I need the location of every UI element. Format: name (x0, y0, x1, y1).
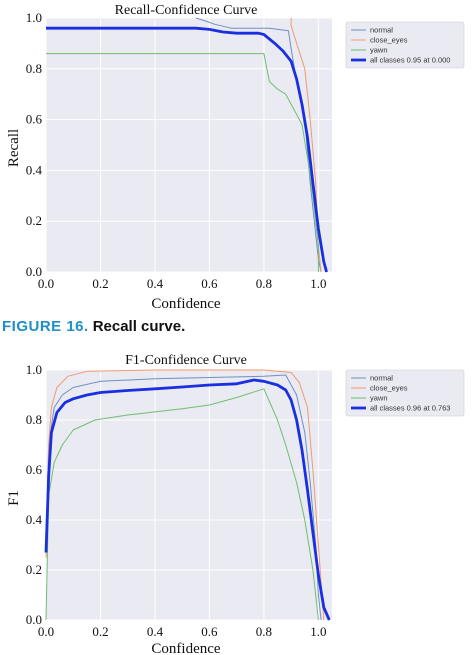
x-tick-label: 1.0 (310, 276, 326, 291)
y-tick-label: 0.2 (26, 562, 42, 577)
legend-box (345, 21, 465, 69)
legend-entry: close_eyes (370, 36, 408, 45)
series-line-close-eyes (45, 369, 325, 621)
x-tick-label: 0.8 (256, 276, 272, 291)
series-line-yawn (45, 388, 319, 621)
figure-caption: FIGURE 16. Recall curve. (2, 318, 472, 340)
y-tick-label: 0.0 (26, 264, 42, 279)
legend-box (345, 369, 465, 417)
x-tick-label: 1.0 (310, 624, 326, 639)
series-line-normal (195, 17, 322, 273)
legend-entry: normal (370, 374, 393, 383)
y-tick-label: 0.8 (26, 61, 42, 76)
y-tick-label: 0.0 (26, 612, 42, 627)
y-tick-label: 0.4 (26, 512, 43, 527)
f1-confidence-figure: F1-Confidence Curve 0.0 0.2 0.4 0.6 0.8 1.0 0.… (0, 348, 474, 655)
x-tick-label: 0.0 (38, 624, 54, 639)
series-line-normal (45, 374, 322, 621)
x-axis-label: Confidence (151, 296, 220, 312)
y-tick-label: 1.0 (26, 10, 42, 25)
x-tick-label: 0.6 (201, 276, 218, 291)
x-tick-label: 0.2 (92, 624, 108, 639)
y-tick-label: 0.4 (26, 162, 43, 177)
legend-entry: all classes 0.95 at 0.000 (370, 56, 450, 65)
y-tick-label: 0.6 (26, 462, 43, 477)
x-tick-label: 0.4 (147, 276, 164, 291)
x-axis-label: Confidence (151, 641, 220, 655)
f1-confidence-chart: F1-Confidence Curve 0.0 0.2 0.4 0.6 0.8 1.0 0.… (6, 353, 465, 655)
legend-entry: yawn (370, 46, 388, 55)
series-line-close-eyes (290, 18, 322, 273)
series-line-yawn (46, 53, 319, 272)
legend-entry: normal (370, 26, 393, 35)
x-tick-label: 0.8 (256, 624, 272, 639)
recall-confidence-figure: Recall-Confidence Curve 0.0 0.2 0.4 0.6 0.8 1… (0, 0, 474, 315)
y-tick-label: 0.2 (26, 213, 42, 228)
plot-area (46, 370, 332, 620)
y-axis-label: Recall (6, 129, 22, 167)
y-axis-label: F1 (6, 490, 22, 506)
caption-text: Recall curve. (92, 318, 186, 335)
plot-area (46, 18, 332, 272)
y-tick-label: 1.0 (26, 362, 42, 377)
x-tick-label: 0.2 (92, 276, 108, 291)
recall-confidence-chart: Recall-Confidence Curve 0.0 0.2 0.4 0.6 0.8 1… (6, 3, 465, 312)
legend-entry: all classes 0.96 at 0.763 (370, 404, 450, 413)
legend-entry: yawn (370, 394, 388, 403)
x-tick-label: 0.6 (201, 624, 218, 639)
chart-title: F1-Confidence Curve (125, 353, 247, 368)
y-tick-label: 0.8 (26, 412, 42, 427)
series-line-all-classes (46, 26, 328, 273)
series-line-all-classes (44, 378, 331, 621)
x-tick-label: 0.0 (38, 276, 54, 291)
chart-title: Recall-Confidence Curve (115, 3, 258, 18)
caption-label: FIGURE 16. (2, 318, 89, 335)
legend-entry: close_eyes (370, 384, 408, 393)
y-tick-label: 0.6 (26, 112, 43, 127)
x-tick-label: 0.4 (147, 624, 164, 639)
